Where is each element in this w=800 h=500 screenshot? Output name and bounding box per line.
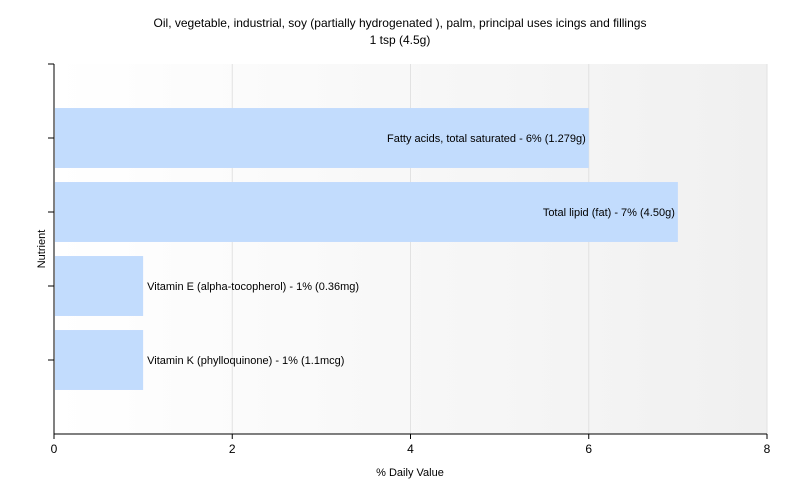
x-tick-label: 8 xyxy=(764,442,771,456)
bar xyxy=(55,330,144,390)
axes-group: 0 2 4 6 8 xyxy=(48,63,771,456)
bar-data-label: Vitamin K (phylloquinone) - 1% (1.1mcg) xyxy=(147,355,344,367)
x-axis-label: % Daily Value xyxy=(376,467,444,479)
x-tick-label: 2 xyxy=(229,442,236,456)
x-tick-label: 0 xyxy=(51,442,58,456)
y-axis-label: Nutrient xyxy=(36,230,48,269)
bar xyxy=(55,108,589,168)
bar-data-label: Vitamin E (alpha-tocopherol) - 1% (0.36m… xyxy=(147,281,359,293)
bar xyxy=(55,182,678,242)
bar-data-label: Total lipid (fat) - 7% (4.50g) xyxy=(543,207,675,219)
x-tick-label: 4 xyxy=(407,442,414,456)
bar-data-label: Fatty acids, total saturated - 6% (1.279… xyxy=(387,133,586,145)
chart-subtitle: 1 tsp (4.5g) xyxy=(370,33,431,47)
chart-title: Oil, vegetable, industrial, soy (partial… xyxy=(154,16,647,30)
bar xyxy=(55,256,144,316)
x-tick-label: 6 xyxy=(585,442,592,456)
bars-group: Fatty acids, total saturated - 6% (1.279… xyxy=(55,108,678,390)
